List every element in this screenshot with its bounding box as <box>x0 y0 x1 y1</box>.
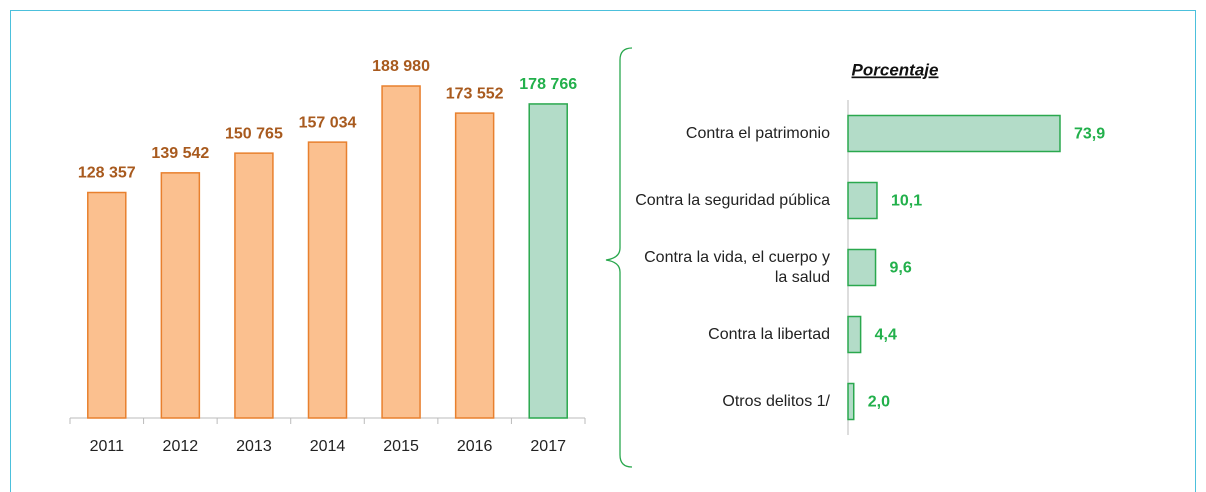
value-label: 157 034 <box>299 114 357 131</box>
bar <box>234 152 274 419</box>
bar <box>307 141 348 419</box>
value-label: 150 765 <box>225 125 283 142</box>
bar <box>454 112 495 419</box>
chart-title: Porcentaje <box>852 60 939 79</box>
x-tick-label: 2012 <box>163 438 199 455</box>
value-label: 128 357 <box>78 165 136 182</box>
bar <box>847 114 1061 153</box>
x-tick-label: 2013 <box>236 438 272 455</box>
value-label: 188 980 <box>372 58 430 75</box>
bar <box>847 315 862 354</box>
x-tick-label: 2015 <box>383 438 419 455</box>
y-tick-label: Contra la libertad <box>708 325 830 343</box>
bar <box>528 103 568 419</box>
value-label: 10,1 <box>891 193 922 210</box>
x-tick-label: 2017 <box>530 438 566 455</box>
value-label: 173 552 <box>446 85 504 102</box>
x-tick-label: 2016 <box>457 438 493 455</box>
bar <box>160 172 201 419</box>
value-label: 9,6 <box>890 260 912 277</box>
x-tick-label: 2011 <box>90 438 125 455</box>
bar <box>87 191 127 419</box>
frame <box>10 10 1196 492</box>
bracket <box>605 47 633 468</box>
value-label: 2,0 <box>868 394 890 411</box>
value-label: 139 542 <box>151 145 209 162</box>
y-tick-label: Contra la vida, el cuerpo y la salud <box>644 248 830 286</box>
value-label: 73,9 <box>1074 126 1105 143</box>
y-tick-label: Contra la seguridad pública <box>635 191 830 209</box>
y-tick-label: Otros delitos 1/ <box>722 392 830 410</box>
bar <box>847 181 878 220</box>
y-tick-label: Contra el patrimonio <box>685 124 830 142</box>
bar <box>847 382 855 421</box>
bar <box>381 85 421 419</box>
value-label: 4,4 <box>875 327 897 344</box>
value-label: 178 766 <box>519 76 577 93</box>
x-tick-label: 2014 <box>310 438 346 455</box>
bar <box>847 248 877 287</box>
